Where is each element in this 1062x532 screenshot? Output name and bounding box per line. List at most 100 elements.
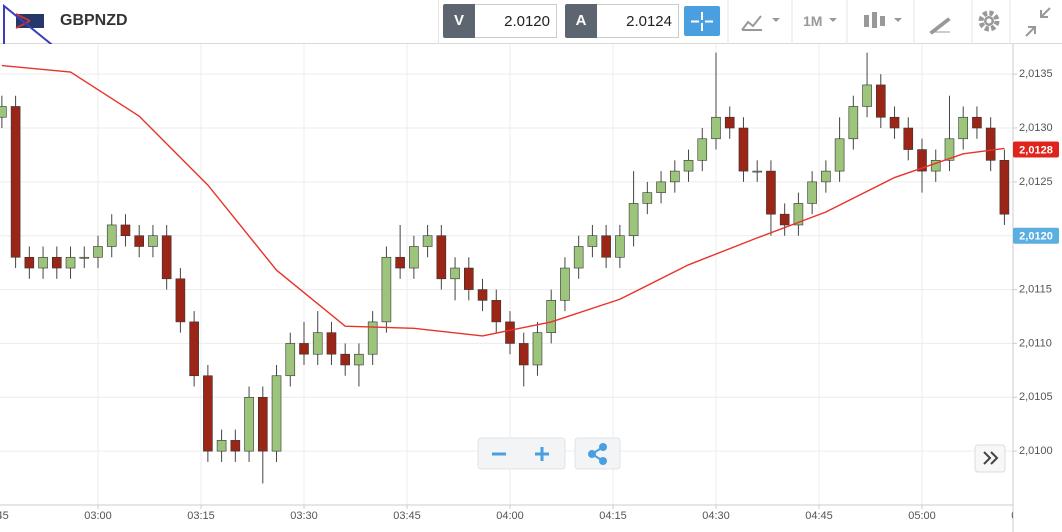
x-tick-label: 03:00 — [84, 510, 112, 522]
x-tick-labels: 02:45 03:00 03:15 03:30 03:45 04:00 04:15 04:30… — [0, 505, 1013, 522]
interval[interactable]: 1M — [803, 13, 823, 29]
x-tick-label: 02:45 — [0, 510, 9, 522]
x-tick-label: 05:00 — [908, 510, 936, 522]
candle-body — [326, 332, 337, 355]
candle-body — [395, 256, 405, 269]
indicators-button[interactable] — [741, 15, 762, 31]
candle-body — [38, 256, 48, 269]
candle-body — [628, 203, 639, 237]
candle-body — [546, 300, 557, 333]
candle-body — [697, 138, 708, 161]
candle-body — [875, 84, 886, 118]
candle-body — [766, 170, 776, 215]
candle-body — [518, 343, 529, 366]
candle-body — [724, 116, 735, 129]
symbol: GBPNZD — [60, 12, 128, 29]
ask-price[interactable]: 2.0124 — [597, 4, 679, 38]
x-tick-label: 04:45 — [805, 510, 833, 522]
candle-body — [340, 353, 351, 366]
x-tick-label: 04:00 — [496, 510, 524, 522]
y-tick-label: 2,0100 — [1019, 445, 1053, 457]
candle-body — [601, 235, 611, 258]
bid-price[interactable]: 2.0120 — [475, 4, 557, 38]
x-tick-label: 03:45 — [393, 510, 421, 522]
x-tick-label: 04:30 — [702, 510, 730, 522]
ask-label: A — [565, 4, 597, 38]
candle-body — [203, 375, 213, 452]
candle-body — [230, 440, 241, 452]
candle-body — [903, 127, 914, 150]
crosshair-button[interactable] — [684, 6, 720, 36]
candle-body — [656, 181, 666, 193]
toolbar: GBPNZD V 2.0120 A 2.0124 1M — [0, 0, 1062, 44]
candle-body — [807, 181, 817, 204]
candle-body — [505, 321, 515, 344]
candle-body — [299, 343, 309, 355]
candle-body — [367, 321, 378, 355]
y-tick-label: 2,0105 — [1019, 391, 1053, 403]
candle-body — [999, 160, 1010, 215]
y-tick-label: 2,0130 — [1019, 122, 1053, 134]
candle-body — [271, 375, 282, 452]
toolbar-icons — [684, 0, 1051, 44]
scroll-end-icon — [983, 451, 999, 465]
candle-body — [106, 224, 117, 247]
candle-body — [93, 246, 103, 258]
candle-body — [422, 235, 433, 247]
candle-body — [285, 343, 296, 377]
logo — [3, 3, 53, 44]
settings-button[interactable] — [978, 10, 1000, 32]
candle-body — [642, 192, 653, 204]
candle-body — [532, 332, 543, 366]
candle-body — [409, 246, 419, 269]
candle-body — [491, 300, 502, 323]
share-icon — [588, 443, 607, 465]
candle-body — [711, 116, 721, 140]
candle-body — [120, 224, 131, 237]
candle-body — [779, 213, 790, 226]
y-tick-label: 2,0110 — [1019, 337, 1052, 349]
price-marker-label: 2,0120 — [1019, 231, 1053, 243]
candle-body — [944, 138, 955, 161]
candle-body — [24, 256, 35, 269]
candle-body — [930, 160, 941, 172]
candle-body — [257, 396, 268, 452]
candle-body — [65, 256, 76, 269]
x-tick-label: 04:15 — [599, 510, 627, 522]
candle-body — [752, 170, 763, 173]
candle-body — [669, 170, 680, 183]
candle-body — [381, 256, 392, 323]
candle-body — [463, 267, 474, 290]
candle-body — [216, 440, 227, 452]
price-marker — [1013, 227, 1059, 244]
draw-button[interactable] — [929, 17, 951, 35]
y-tick-label: 2,0115 — [1019, 283, 1052, 295]
x-tick-label: 03:15 — [187, 510, 215, 522]
candle-body — [0, 106, 7, 118]
bid-label: V — [443, 4, 475, 38]
chart-type-button[interactable] — [864, 12, 885, 28]
collapse-button[interactable] — [1025, 7, 1051, 37]
y-tick-label: 2,0125 — [1019, 176, 1053, 188]
candle-body — [848, 106, 859, 140]
candle-body — [10, 106, 21, 258]
share-button[interactable] — [574, 437, 621, 470]
price-marker — [1013, 141, 1059, 158]
candle-body — [793, 203, 804, 226]
candle-body — [683, 160, 694, 172]
candle-body — [450, 267, 460, 280]
candle-body — [972, 116, 982, 129]
candle-body — [573, 246, 584, 269]
x-tick-label: 03:30 — [290, 510, 318, 522]
candle-body — [615, 235, 625, 258]
candle-body — [477, 289, 488, 301]
price-marker-label: 2,0128 — [1019, 144, 1053, 156]
candle-body — [354, 353, 364, 366]
candle-body — [738, 127, 749, 172]
candle-body — [175, 278, 186, 323]
candle-body — [312, 332, 323, 355]
candle-body — [148, 235, 158, 247]
candle-body — [436, 235, 447, 280]
candle-body — [834, 138, 845, 172]
